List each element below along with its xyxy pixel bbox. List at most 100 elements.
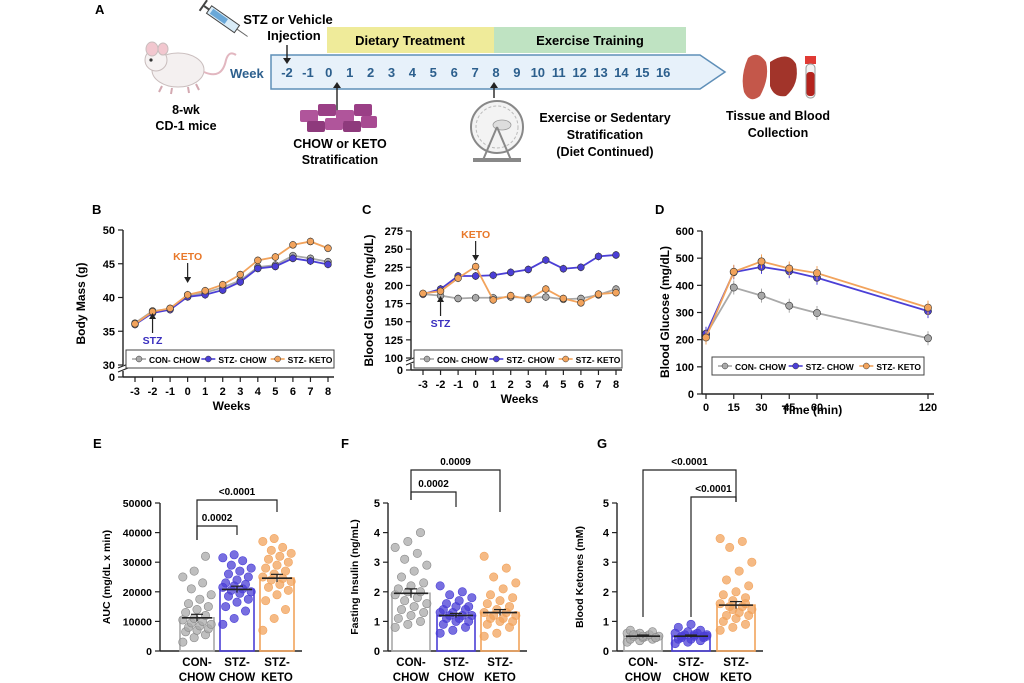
data-point <box>673 622 683 632</box>
data-point <box>306 237 315 246</box>
week-number: 15 <box>635 65 649 80</box>
data-point <box>507 291 515 300</box>
data-point <box>612 288 620 297</box>
category-label: CHOW <box>219 672 256 683</box>
y-tick-label: 0 <box>146 646 152 658</box>
data-point <box>489 271 497 279</box>
category-label: STZ- <box>224 657 250 669</box>
data-point <box>492 628 502 638</box>
data-point <box>184 599 194 609</box>
data-point <box>757 291 766 300</box>
comparison-bracket <box>410 469 501 512</box>
panel-a: A 8-wk CD-1 mice STZ or Vehicle Injectio… <box>95 0 830 167</box>
data-point <box>419 578 429 588</box>
data-point <box>508 593 518 603</box>
data-point <box>747 605 757 615</box>
data-point <box>183 291 192 299</box>
data-point <box>734 566 744 576</box>
week-number: 6 <box>451 65 458 80</box>
series-line-con-chow <box>134 254 329 324</box>
running-wheel-icon <box>470 100 524 162</box>
legend-marker <box>721 362 729 370</box>
y-tick-label: 150 <box>385 317 403 329</box>
data-point <box>594 252 603 261</box>
x-tick-label: -1 <box>165 386 175 398</box>
comparison-bracket <box>642 469 737 617</box>
y-tick-label: 0 <box>109 372 115 384</box>
data-point <box>744 581 754 591</box>
series-line-stz-keto <box>705 260 929 338</box>
data-point <box>195 594 205 604</box>
legend-label: STZ- CHOW <box>806 362 855 372</box>
data-point <box>206 619 216 629</box>
data-point <box>246 563 256 573</box>
data-point <box>393 613 403 623</box>
data-point <box>258 625 268 635</box>
data-point <box>448 625 458 635</box>
week-number: 11 <box>552 65 566 80</box>
data-point <box>269 613 279 623</box>
x-tick-label: -2 <box>436 379 446 391</box>
y-tick-label: 0 <box>603 646 609 658</box>
data-point <box>241 606 251 616</box>
x-tick-label: 4 <box>255 386 262 398</box>
data-point <box>390 622 400 632</box>
data-point <box>266 545 276 555</box>
data-point <box>740 619 750 629</box>
y-tick-label: 50000 <box>123 498 152 510</box>
x-tick-label: 0 <box>185 386 191 398</box>
y-tick-label: 300 <box>676 308 694 320</box>
data-point <box>226 560 236 570</box>
stz-arrowhead <box>437 296 445 302</box>
data-point <box>454 596 464 606</box>
data-point <box>400 554 410 564</box>
data-point <box>542 293 550 301</box>
y-tick-label: 125 <box>385 335 403 347</box>
data-point <box>559 294 568 303</box>
data-point <box>676 633 686 643</box>
y-tick-label: 1 <box>603 616 609 628</box>
y-axis-title: AUC (mg/dL x min) <box>101 530 113 624</box>
data-point <box>258 572 268 582</box>
data-point <box>924 334 932 343</box>
data-point <box>393 584 403 594</box>
legend-label: STZ- CHOW <box>218 355 267 365</box>
data-point <box>229 613 239 623</box>
week-number: 16 <box>656 65 670 80</box>
y-tick-label: 2 <box>603 587 609 599</box>
data-point <box>721 575 731 585</box>
y-tick-label: 45 <box>103 259 115 271</box>
x-tick-label: 3 <box>525 379 531 391</box>
blood-tube-icon <box>805 56 816 99</box>
data-point <box>229 550 239 560</box>
legend-label: STZ- CHOW <box>506 355 555 365</box>
data-point <box>419 608 429 618</box>
series-line-stz-chow <box>422 254 617 296</box>
data-point <box>813 309 821 317</box>
data-point <box>232 575 242 585</box>
x-tick-label: 2 <box>220 386 226 398</box>
x-tick-label: 7 <box>307 386 313 398</box>
data-point <box>471 294 480 302</box>
data-point <box>178 572 188 582</box>
legend-label: STZ- KETO <box>576 355 621 365</box>
data-point <box>258 536 268 546</box>
chow-label-1: CHOW or KETO <box>293 137 387 151</box>
data-point <box>594 290 603 298</box>
data-point <box>467 593 477 603</box>
keto-arrowhead <box>184 277 192 283</box>
data-point <box>785 264 794 273</box>
panel-label: D <box>655 202 664 217</box>
liver-icon <box>770 56 797 97</box>
x-tick-label: 0 <box>473 379 479 391</box>
legend-marker <box>493 355 500 363</box>
x-tick-label: 8 <box>613 379 619 391</box>
y-tick-label: 275 <box>385 226 403 238</box>
data-point <box>272 560 282 570</box>
data-point <box>201 551 211 561</box>
chow-label-2: Stratification <box>302 153 378 167</box>
week-number: 12 <box>572 65 586 80</box>
week-number: 2 <box>367 65 374 80</box>
